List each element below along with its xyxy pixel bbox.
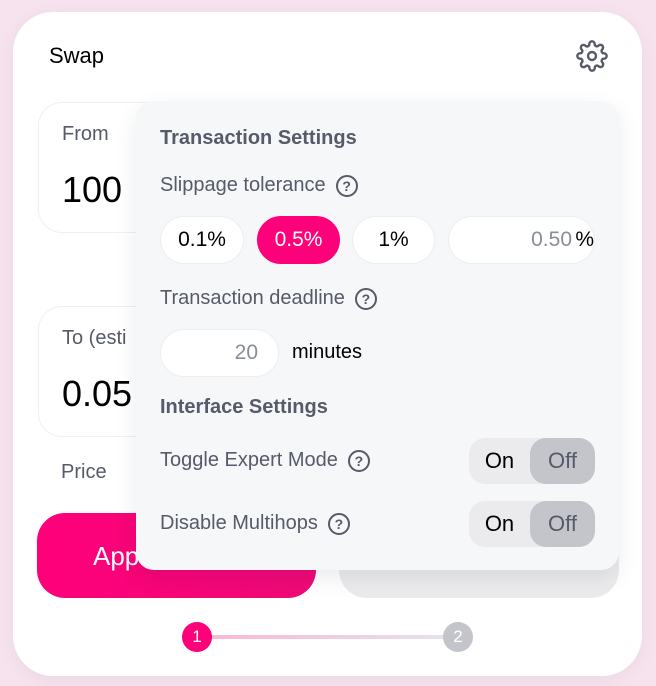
help-icon[interactable]: ?: [327, 512, 350, 535]
help-icon[interactable]: ?: [335, 174, 358, 197]
deadline-input[interactable]: 20: [160, 329, 279, 377]
expert-mode-label: Toggle Expert Mode?: [160, 449, 370, 472]
slippage-option-0.5[interactable]: 0.5%: [257, 216, 340, 264]
toggle-on[interactable]: On: [484, 511, 515, 536]
slippage-input-value: 0.50: [531, 228, 572, 251]
toggle-off[interactable]: Off: [530, 501, 595, 547]
step-1: 1: [182, 622, 212, 652]
percent-sign: %: [575, 228, 594, 251]
multihops-label: Disable Multihops?: [160, 512, 350, 535]
transaction-settings-title: Transaction Settings: [160, 127, 357, 149]
multihops-toggle[interactable]: On Off: [469, 501, 595, 547]
toggle-off[interactable]: Off: [530, 438, 595, 484]
deadline-label-text: Transaction deadline: [160, 287, 345, 309]
expert-mode-label-text: Toggle Expert Mode: [160, 449, 338, 471]
slippage-input[interactable]: 0.50%: [448, 216, 595, 264]
price-label: Price: [61, 461, 107, 483]
interface-settings-title: Interface Settings: [160, 396, 328, 418]
deadline-label: Transaction deadline?: [160, 287, 377, 310]
gear-icon[interactable]: [576, 40, 608, 72]
step-progress-line: [211, 635, 445, 639]
step-2: 2: [443, 622, 473, 652]
slippage-label: Slippage tolerance?: [160, 174, 358, 197]
from-amount[interactable]: 100: [62, 169, 123, 210]
help-icon[interactable]: ?: [354, 287, 377, 310]
multihops-label-text: Disable Multihops: [160, 512, 318, 534]
swap-title: Swap: [49, 43, 105, 68]
toggle-on[interactable]: On: [484, 448, 515, 473]
to-label: To (esti: [62, 327, 127, 349]
slippage-label-text: Slippage tolerance: [160, 174, 326, 196]
slippage-option-0.1[interactable]: 0.1%: [160, 216, 244, 264]
from-label: From: [62, 123, 109, 145]
deadline-unit: minutes: [292, 341, 363, 363]
help-icon[interactable]: ?: [347, 449, 370, 472]
expert-mode-toggle[interactable]: On Off: [469, 438, 595, 484]
slippage-option-1[interactable]: 1%: [352, 216, 435, 264]
to-amount[interactable]: 0.05: [62, 373, 133, 414]
